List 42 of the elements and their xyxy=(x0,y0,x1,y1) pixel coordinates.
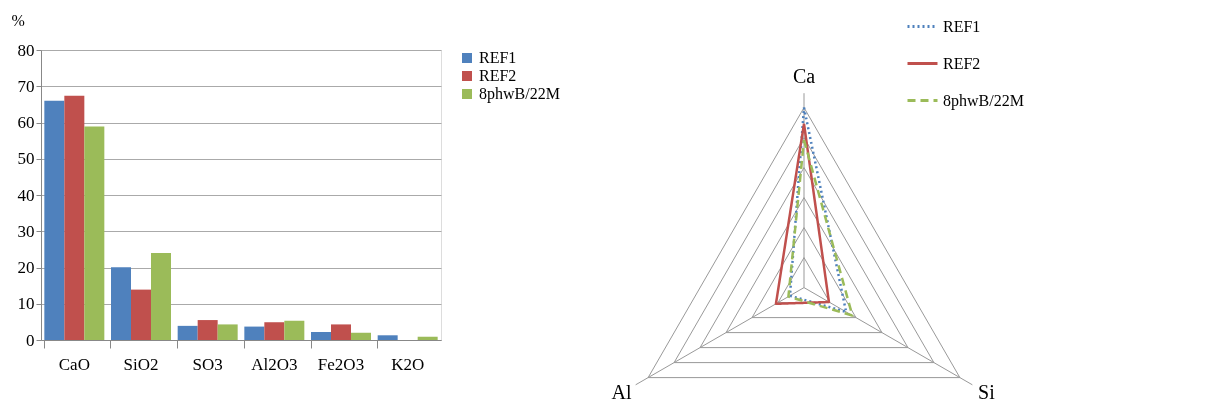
y-tick-label: 0 xyxy=(26,330,35,350)
bar xyxy=(217,324,238,340)
y-tick-label: 40 xyxy=(17,185,35,205)
bar xyxy=(417,336,438,340)
legend-label: REF2 xyxy=(479,67,517,84)
bar xyxy=(64,95,85,340)
x-tick-label: K2O xyxy=(391,354,425,374)
spoke-label: Si xyxy=(978,380,996,403)
spoke-label: Ca xyxy=(792,65,816,87)
bar xyxy=(284,320,305,340)
x-tick-label: CaO xyxy=(58,354,90,374)
x-tick-label: SiO2 xyxy=(123,354,159,374)
spoke-label: Al xyxy=(611,380,633,403)
y-tick-label: 20 xyxy=(17,258,35,277)
legend-label: REF1 xyxy=(943,17,981,35)
bar xyxy=(264,322,285,340)
bar xyxy=(331,324,351,340)
bar xyxy=(244,326,265,340)
bar xyxy=(177,325,198,340)
y-tick-label: 10 xyxy=(17,294,35,314)
x-tick-label: SO3 xyxy=(192,354,223,374)
y-tick-label: 50 xyxy=(17,149,35,169)
x-tick-label: Al2O3 xyxy=(251,354,298,374)
bar xyxy=(131,289,151,340)
bar xyxy=(311,332,331,340)
legend-label: 8phwB/22M xyxy=(479,85,560,103)
bar xyxy=(111,267,131,340)
x-tick-label: Fe2O3 xyxy=(317,354,365,374)
bar xyxy=(351,332,371,340)
legend-label: 8phwB/22M xyxy=(943,91,1024,110)
bar xyxy=(84,126,105,340)
y-tick-label: 80 xyxy=(17,40,35,60)
y-tick-label: 60 xyxy=(17,113,35,132)
bar xyxy=(197,320,218,340)
bar xyxy=(377,335,398,340)
bar xyxy=(44,100,65,340)
y-tick-label: 70 xyxy=(17,76,35,96)
bar xyxy=(151,253,171,340)
legend-label: REF1 xyxy=(479,49,517,66)
y-axis-title: % xyxy=(11,11,25,29)
legend-label: REF2 xyxy=(943,54,981,72)
y-tick-label: 30 xyxy=(17,221,35,241)
